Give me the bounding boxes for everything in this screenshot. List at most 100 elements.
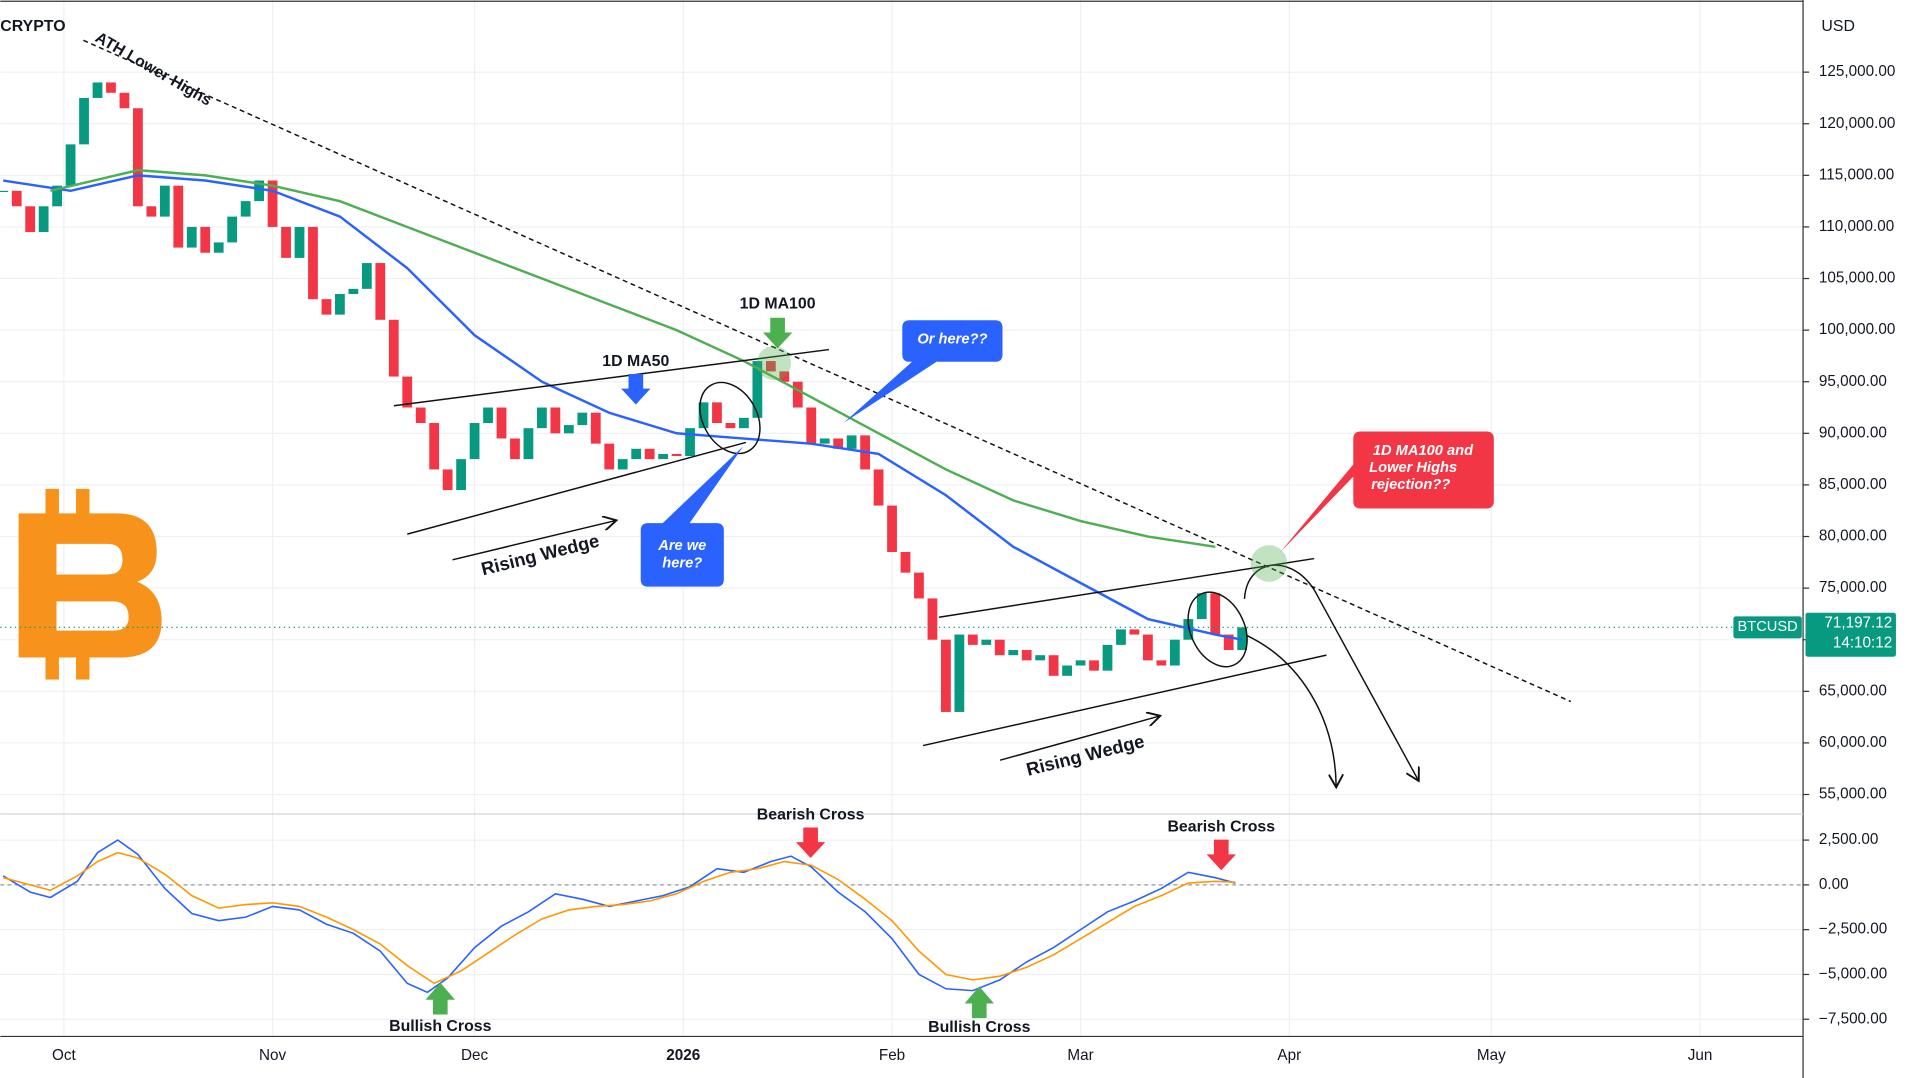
drawings — [83, 39, 1572, 786]
series-line — [3, 174, 1243, 641]
candle — [469, 423, 480, 460]
candle — [146, 206, 157, 217]
annotation: ATH Lower Highs — [92, 29, 214, 109]
candle — [186, 226, 197, 248]
candle — [0, 190, 9, 193]
candle — [1223, 634, 1234, 651]
candle — [348, 288, 359, 295]
candle — [361, 263, 372, 289]
annotation: Bearish Cross — [757, 806, 865, 823]
candle — [846, 435, 857, 449]
annotation: here? — [662, 555, 702, 571]
y-tick-label: 105,000.00 — [1819, 270, 1895, 287]
candle — [173, 185, 184, 248]
candle — [658, 453, 668, 460]
x-tick-label: Apr — [1277, 1047, 1301, 1064]
candle — [671, 453, 682, 457]
annotation: rejection?? — [1371, 477, 1450, 493]
candle — [1062, 665, 1072, 676]
candle — [617, 459, 628, 470]
callout — [1279, 431, 1494, 553]
bitcoin-logo — [18, 488, 162, 680]
candle — [1008, 650, 1019, 656]
y-tick-label: −2,500.00 — [1819, 921, 1887, 938]
annotation: Bullish Cross — [389, 1018, 491, 1035]
candle — [563, 425, 574, 434]
candle — [914, 572, 924, 599]
candle — [577, 412, 588, 426]
x-tick-label: Dec — [461, 1047, 489, 1064]
y-tick-label: 100,000.00 — [1819, 321, 1895, 338]
candle — [631, 448, 642, 460]
candle — [1089, 660, 1099, 671]
series-line — [3, 851, 1236, 985]
x-tick-label: May — [1477, 1047, 1506, 1064]
candle — [254, 180, 264, 202]
candle — [752, 361, 763, 418]
candle — [415, 407, 426, 424]
candle — [765, 361, 776, 372]
y-tick-label: 0.00 — [1819, 876, 1849, 893]
series-line — [2, 839, 1236, 994]
currency: USD — [1821, 18, 1855, 35]
y-tick-label: 85,000.00 — [1819, 476, 1887, 493]
callout — [640, 446, 744, 587]
y-tick-label: 80,000.00 — [1819, 528, 1887, 545]
annotation: Bullish Cross — [928, 1019, 1030, 1036]
candle — [1102, 644, 1113, 671]
candle — [590, 412, 601, 444]
candle — [644, 448, 655, 460]
candle — [496, 407, 507, 439]
x-tick-label: Nov — [259, 1047, 287, 1064]
x-tick-label: Feb — [879, 1047, 905, 1064]
candle — [1169, 639, 1180, 666]
candle — [1129, 629, 1140, 635]
y-tick-label: −5,000.00 — [1819, 965, 1887, 982]
candle — [11, 190, 22, 207]
candle — [79, 97, 89, 145]
price-label: 71,197.12 — [1824, 615, 1892, 632]
candle — [739, 417, 749, 429]
candle — [833, 438, 844, 449]
candle — [267, 180, 278, 227]
annotation: Lower Highs — [1369, 460, 1457, 476]
candle — [1210, 593, 1221, 635]
candle — [967, 634, 978, 645]
candle — [523, 428, 534, 460]
candle — [106, 82, 116, 93]
x-tick-label: Mar — [1067, 1047, 1093, 1064]
candle — [927, 598, 938, 640]
callout — [843, 320, 1003, 423]
candle — [442, 469, 453, 491]
annotation: Rising Wedge — [1024, 730, 1146, 780]
annotation: 1D MA50 — [602, 353, 669, 370]
candle — [873, 469, 884, 506]
arrow — [425, 982, 455, 1015]
y-tick-label: 95,000.00 — [1819, 373, 1887, 390]
candle — [792, 381, 803, 408]
candle — [402, 376, 413, 408]
candle — [213, 242, 224, 253]
candle — [159, 185, 170, 217]
y-tick-label: 60,000.00 — [1819, 734, 1887, 751]
x-tick-label: Jun — [1688, 1047, 1713, 1064]
annotation: Bearish Cross — [1167, 819, 1275, 836]
candle — [994, 639, 1005, 656]
arrow — [964, 986, 994, 1019]
y-tick-label: 90,000.00 — [1819, 424, 1887, 441]
candle — [941, 639, 951, 712]
arrow — [762, 317, 793, 349]
x-tick-label: Oct — [52, 1047, 77, 1064]
candle — [375, 263, 386, 320]
candle — [954, 634, 965, 712]
arrow — [1206, 839, 1236, 871]
candle — [429, 423, 440, 470]
candle — [550, 407, 561, 434]
annotation: Rising Wedge — [479, 530, 601, 580]
candle — [25, 206, 36, 233]
candle — [133, 108, 143, 207]
candle — [537, 407, 547, 429]
candle — [1048, 655, 1059, 676]
y-tick-label: −7,500.00 — [1819, 1010, 1887, 1027]
